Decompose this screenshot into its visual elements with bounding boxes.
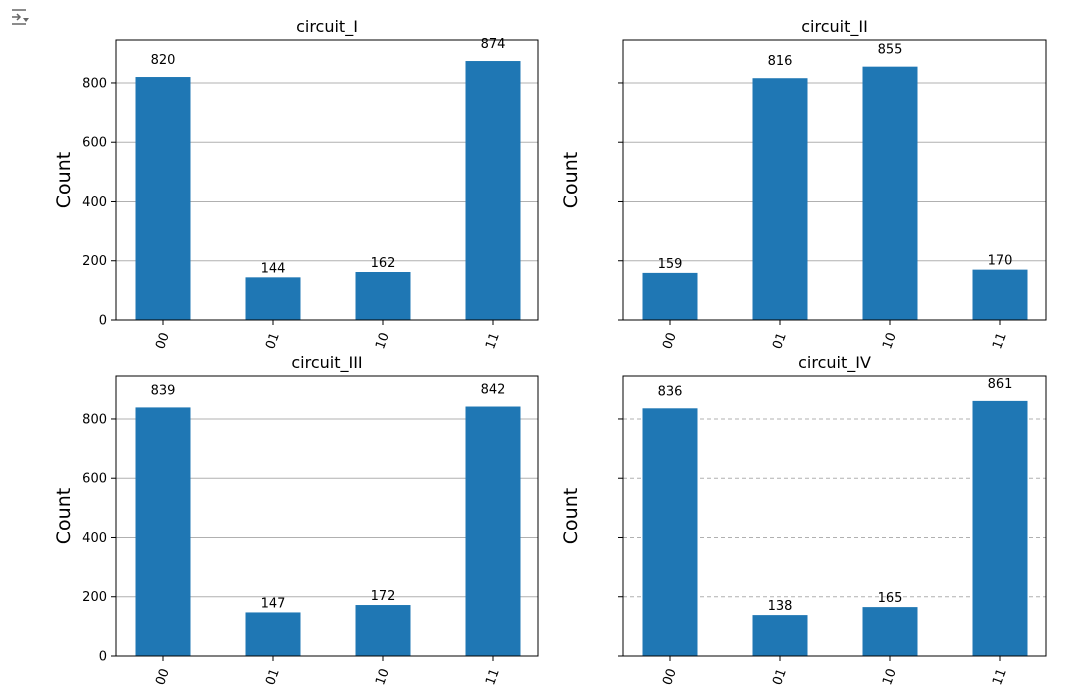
data-label: 874 <box>481 37 506 52</box>
bar-10 <box>862 607 918 656</box>
x-tick-label: 11 <box>990 331 1010 352</box>
axes-frame <box>622 375 1047 657</box>
bar-11 <box>972 269 1028 320</box>
data-label: 842 <box>481 383 506 398</box>
data-label: 855 <box>878 43 903 58</box>
x-tick-label: 11 <box>990 667 1010 688</box>
y-tick-label: 200 <box>82 590 107 605</box>
y-axis-label: Count <box>53 488 75 544</box>
y-tick-label: 800 <box>82 76 107 91</box>
chart-panel: 836 138 165 861 00 01 10 11 circuit_IV Count <box>560 353 1047 688</box>
x-tick-label: 00 <box>660 667 680 688</box>
bar-10 <box>355 272 411 320</box>
y-tick-label: 200 <box>82 254 107 269</box>
y-tick-label: 600 <box>82 472 107 487</box>
bar-00 <box>642 272 698 320</box>
x-tick-label: 01 <box>770 331 790 352</box>
bar-00 <box>135 77 191 320</box>
data-label: 165 <box>878 591 903 606</box>
x-tick-label: 10 <box>373 667 393 688</box>
axes-frame <box>622 39 1047 321</box>
y-tick-label: 400 <box>82 531 107 546</box>
chart-title: circuit_IV <box>798 353 871 373</box>
data-label: 162 <box>371 256 396 271</box>
y-tick-label: 400 <box>82 195 107 210</box>
bar-01 <box>752 78 808 320</box>
x-tick-label: 00 <box>660 331 680 352</box>
x-tick-label: 11 <box>483 331 503 352</box>
data-label: 839 <box>151 383 176 398</box>
bar-11 <box>465 406 521 656</box>
y-tick-label: 600 <box>82 136 107 151</box>
x-tick-label: 10 <box>880 331 900 352</box>
axes-frame <box>115 375 539 657</box>
y-axis-label: Count <box>560 152 582 208</box>
y-axis-label: Count <box>560 488 582 544</box>
data-label: 816 <box>768 54 793 69</box>
x-tick-label: 01 <box>263 331 283 352</box>
bar-00 <box>642 408 698 656</box>
data-label: 159 <box>658 257 683 272</box>
data-label: 172 <box>371 589 396 604</box>
bar-01 <box>752 615 808 656</box>
data-label: 144 <box>261 261 286 276</box>
data-label: 820 <box>151 53 176 68</box>
bar-00 <box>135 407 191 656</box>
x-tick-label: 10 <box>880 667 900 688</box>
chart-title: circuit_I <box>296 17 358 37</box>
data-label: 861 <box>988 377 1013 392</box>
y-tick-label: 0 <box>99 314 107 329</box>
chart-panel: 820 144 162 874 0 200 400 600 800 00 01 10 11 circuit… <box>53 17 539 352</box>
bar-10 <box>355 605 411 656</box>
bar-11 <box>972 400 1028 656</box>
x-tick-label: 01 <box>770 667 790 688</box>
bar-11 <box>465 61 521 320</box>
output-toggle-icon[interactable] <box>9 7 31 27</box>
bar-01 <box>245 277 301 320</box>
x-tick-label: 00 <box>153 331 173 352</box>
axes-frame <box>115 39 539 321</box>
y-tick-label: 0 <box>99 650 107 665</box>
x-tick-label: 01 <box>263 667 283 688</box>
data-label: 147 <box>261 596 286 611</box>
x-tick-label: 10 <box>373 331 393 352</box>
x-tick-label: 11 <box>483 667 503 688</box>
data-label: 170 <box>988 254 1013 269</box>
chart-panel: 159 816 855 170 00 01 10 11 circuit_II Count <box>560 17 1047 352</box>
data-label: 138 <box>768 599 793 614</box>
x-tick-label: 00 <box>153 667 173 688</box>
chart-panel: 839 147 172 842 0 200 400 600 800 00 01 10 11 circuit… <box>53 353 539 688</box>
chart-title: circuit_III <box>291 353 362 373</box>
y-axis-label: Count <box>53 152 75 208</box>
bar-10 <box>862 66 918 321</box>
data-label: 836 <box>658 384 683 399</box>
bar-01 <box>245 612 301 656</box>
chart-title: circuit_II <box>801 17 868 37</box>
y-tick-label: 800 <box>82 412 107 427</box>
